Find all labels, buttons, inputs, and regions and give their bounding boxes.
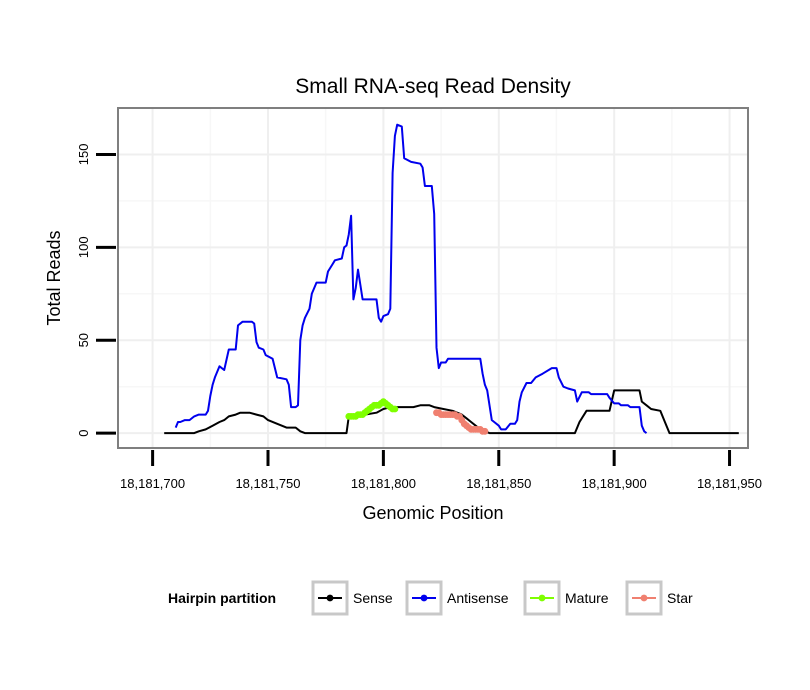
x-tick-label: 18,181,800 (351, 476, 416, 491)
x-tick-label: 18,181,850 (466, 476, 531, 491)
series-star (433, 409, 489, 435)
y-tick-label: 50 (76, 333, 91, 347)
series-sense (164, 389, 739, 435)
x-axis-title: Genomic Position (362, 503, 503, 523)
legend-key-point (326, 594, 334, 602)
x-tick-label: 18,181,900 (582, 476, 647, 491)
legend-label: Sense (353, 590, 393, 606)
y-tick-label: 150 (76, 144, 91, 166)
series-line-sense (164, 389, 739, 435)
y-tick-label: 100 (76, 236, 91, 258)
legend-key-point (640, 594, 648, 602)
x-tick-label: 18,181,950 (697, 476, 762, 491)
series-antisense (174, 123, 648, 434)
legend-title: Hairpin partition (168, 590, 276, 606)
legend-label: Antisense (447, 590, 509, 606)
grid-minor (118, 108, 748, 448)
data-point-mature (391, 405, 399, 413)
legend-key-point (420, 594, 428, 602)
plot-border (117, 107, 749, 449)
x-axis: 18,181,700 18,181,750 18,181,800 18,181,850… (120, 450, 762, 491)
legend: Hairpin partition Sense Antisense Mature St… (168, 580, 693, 616)
x-tick-label: 18,181,700 (120, 476, 185, 491)
series-layer (164, 123, 739, 435)
series-line-antisense (174, 123, 648, 434)
legend-item-mature: Mature (523, 580, 609, 616)
legend-item-sense: Sense (311, 580, 393, 616)
series-mature (345, 398, 399, 420)
x-tick-label: 18,181,750 (235, 476, 300, 491)
y-tick-label: 0 (76, 429, 91, 436)
legend-item-antisense: Antisense (405, 580, 509, 616)
chart-title: Small RNA-seq Read Density (295, 75, 571, 98)
legend-label: Star (667, 590, 693, 606)
legend-label: Mature (565, 590, 609, 606)
data-point-star (481, 427, 489, 435)
y-axis-title: Total Reads (44, 230, 64, 325)
legend-key-point (538, 594, 546, 602)
plot-panel (118, 108, 748, 448)
legend-item-star: Star (625, 580, 693, 616)
y-axis: 0 50 100 150 (76, 144, 116, 437)
